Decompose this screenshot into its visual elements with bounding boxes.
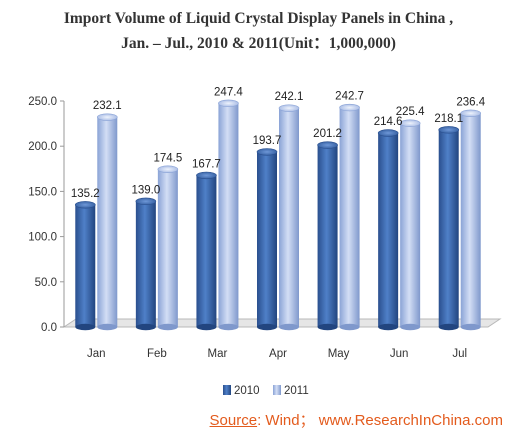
legend-item-2011: 2011: [273, 385, 309, 397]
data-label-jul-2011: 236.4: [456, 96, 485, 108]
x-tick-label: Jul: [452, 348, 467, 360]
bar-may-2011: [339, 103, 360, 331]
bar-jan-2010: [74, 201, 96, 331]
legend-label: 2011: [284, 385, 309, 397]
data-label-may-2011: 242.7: [335, 91, 364, 103]
bar-jul-2011: [460, 109, 482, 331]
data-label-feb-2011: 174.5: [153, 152, 182, 164]
y-tick-label: 150.0: [28, 186, 57, 198]
data-label-may-2010: 201.2: [313, 128, 342, 140]
data-label-mar-2010: 167.7: [192, 158, 221, 170]
y-tick-label: 100.0: [28, 232, 57, 244]
y-tick-label: 50.0: [35, 277, 57, 289]
x-tick-label: Jun: [390, 348, 409, 360]
source-text: : Wind； www.ResearchInChina.com: [257, 412, 503, 429]
data-label-feb-2010: 139.0: [131, 184, 160, 196]
bar-feb-2010: [135, 197, 157, 331]
y-tick-label: 250.0: [28, 96, 57, 108]
legend-swatch: [273, 385, 281, 395]
bar-jun-2011: [399, 119, 421, 331]
bar-feb-2011: [157, 165, 179, 331]
x-tick-label: Feb: [147, 348, 167, 360]
x-tick-label: Jan: [87, 348, 106, 360]
legend-label: 2010: [234, 385, 260, 397]
source-note: Source: Wind； www.ResearchInChina.com: [210, 409, 503, 430]
data-label-jun-2010: 214.6: [374, 116, 403, 128]
bar-jul-2010: [438, 126, 460, 331]
data-label-jan-2011: 232.1: [93, 100, 122, 112]
x-tick-label: May: [328, 348, 350, 360]
bar-apr-2010: [256, 148, 278, 331]
bar-mar-2011: [218, 99, 239, 331]
chart-title: Import Volume of Liquid Crystal Display …: [63, 10, 454, 27]
data-label-jun-2011: 225.4: [396, 106, 425, 118]
legend-item-2010: 2010: [223, 385, 260, 397]
data-label-apr-2011: 242.1: [275, 91, 304, 103]
bar-jun-2010: [377, 129, 399, 331]
source-label: Source: [209, 412, 258, 429]
data-label-jan-2010: 135.2: [71, 188, 100, 200]
bar-may-2010: [317, 141, 338, 331]
bar-apr-2011: [278, 104, 300, 331]
bar-mar-2010: [196, 171, 217, 331]
y-tick-label: 200.0: [28, 141, 57, 153]
y-tick-label: 0.0: [41, 322, 57, 334]
x-tick-label: Apr: [269, 348, 287, 360]
bar-jan-2011: [96, 113, 118, 331]
legend-swatch: [223, 385, 231, 395]
data-label-jul-2010: 218.1: [434, 113, 463, 125]
x-tick-label: Mar: [208, 348, 228, 360]
data-label-apr-2010: 193.7: [253, 135, 282, 147]
data-label-mar-2011: 247.4: [214, 86, 243, 98]
chart-subtitle: Jan. – Jul., 2010 & 2011(Unit：1,000,000): [121, 35, 396, 52]
